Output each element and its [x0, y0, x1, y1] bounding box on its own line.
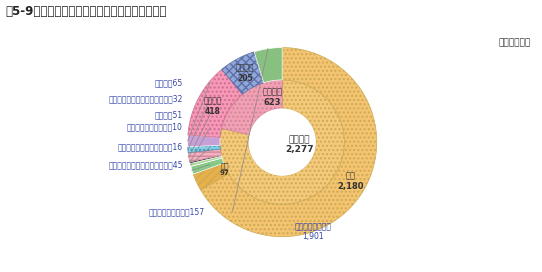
- Polygon shape: [188, 145, 221, 153]
- Polygon shape: [188, 69, 242, 137]
- Polygon shape: [222, 52, 264, 94]
- Polygon shape: [193, 163, 229, 190]
- Polygon shape: [222, 80, 282, 135]
- Text: 出張又は赴任途上　157: 出張又は赴任途上 157: [149, 207, 205, 216]
- Text: 通勤災害
623: 通勤災害 623: [262, 88, 282, 107]
- Polygon shape: [190, 156, 222, 166]
- Text: その他　51: その他 51: [154, 110, 183, 119]
- Text: 職務遂行に伴う怨恨　10: 職務遂行に伴う怨恨 10: [127, 123, 183, 132]
- Circle shape: [249, 109, 315, 175]
- Text: 疾病
97: 疾病 97: [220, 162, 230, 176]
- Polygon shape: [220, 80, 344, 204]
- Text: 退勤途上
205: 退勤途上 205: [236, 64, 254, 83]
- Polygon shape: [254, 48, 282, 83]
- Text: 負傷
2,180: 負傷 2,180: [337, 171, 364, 191]
- Text: 公務災害
2,277: 公務災害 2,277: [285, 135, 314, 154]
- Polygon shape: [188, 135, 220, 147]
- Text: レクリエーション参加中　16: レクリエーション参加中 16: [118, 143, 183, 152]
- Text: 公務上の負傷に起因する疾病　32: 公務上の負傷に起因する疾病 32: [108, 94, 183, 103]
- Text: その他　65: その他 65: [154, 78, 183, 87]
- Polygon shape: [191, 158, 224, 174]
- Polygon shape: [188, 149, 221, 162]
- Text: 出退勤途上（公務上のもの）　45: 出退勤途上（公務上のもの） 45: [108, 160, 183, 169]
- Text: 嘨5-9　公務災害及び通勤災害の事由別認定状況: 嘨5-9 公務災害及び通勤災害の事由別認定状況: [5, 5, 167, 18]
- Text: （単位：件）: （単位：件）: [499, 38, 531, 47]
- Text: 出勤途上
418: 出勤途上 418: [203, 97, 222, 116]
- Polygon shape: [190, 155, 222, 163]
- Text: 自己の職務遂行中
1,901: 自己の職務遂行中 1,901: [295, 222, 332, 242]
- Polygon shape: [201, 48, 377, 237]
